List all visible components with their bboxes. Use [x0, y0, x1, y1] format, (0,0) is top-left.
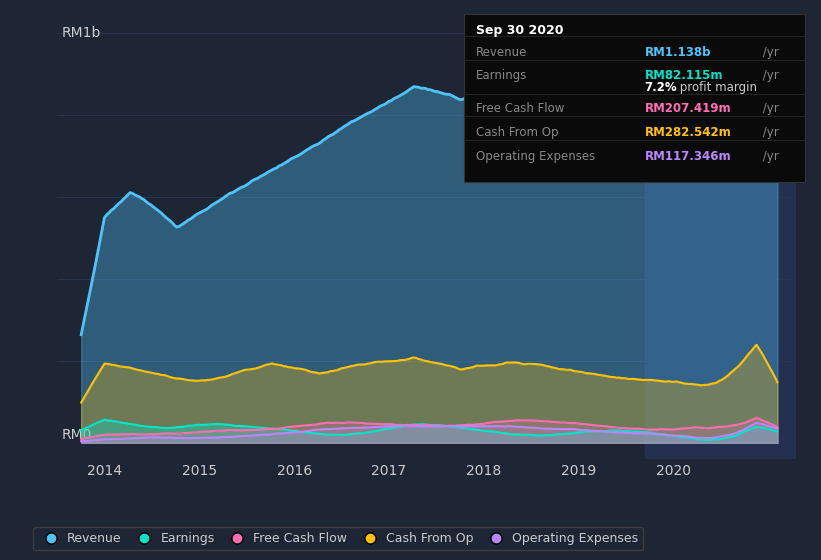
- Text: RM207.419m: RM207.419m: [644, 102, 732, 115]
- Text: /yr: /yr: [759, 150, 779, 162]
- Text: /yr: /yr: [759, 102, 779, 115]
- Bar: [644, 17, 796, 459]
- Text: Sep 30 2020: Sep 30 2020: [476, 24, 564, 37]
- Text: RM1.138b: RM1.138b: [644, 46, 711, 59]
- Text: RM82.115m: RM82.115m: [644, 69, 723, 82]
- Text: /yr: /yr: [759, 46, 779, 59]
- Text: Free Cash Flow: Free Cash Flow: [476, 102, 565, 115]
- Text: RM0: RM0: [62, 427, 91, 441]
- Text: Cash From Op: Cash From Op: [476, 126, 558, 139]
- Text: RM117.346m: RM117.346m: [644, 150, 732, 162]
- Text: Revenue: Revenue: [476, 46, 528, 59]
- Text: RM1b: RM1b: [62, 26, 100, 40]
- Text: Operating Expenses: Operating Expenses: [476, 150, 595, 162]
- Text: Earnings: Earnings: [476, 69, 528, 82]
- Legend: Revenue, Earnings, Free Cash Flow, Cash From Op, Operating Expenses: Revenue, Earnings, Free Cash Flow, Cash …: [33, 528, 644, 550]
- Text: 7.2%: 7.2%: [644, 81, 677, 94]
- Text: RM282.542m: RM282.542m: [644, 126, 732, 139]
- Text: profit margin: profit margin: [676, 81, 757, 94]
- Text: /yr: /yr: [759, 126, 779, 139]
- Text: /yr: /yr: [759, 69, 779, 82]
